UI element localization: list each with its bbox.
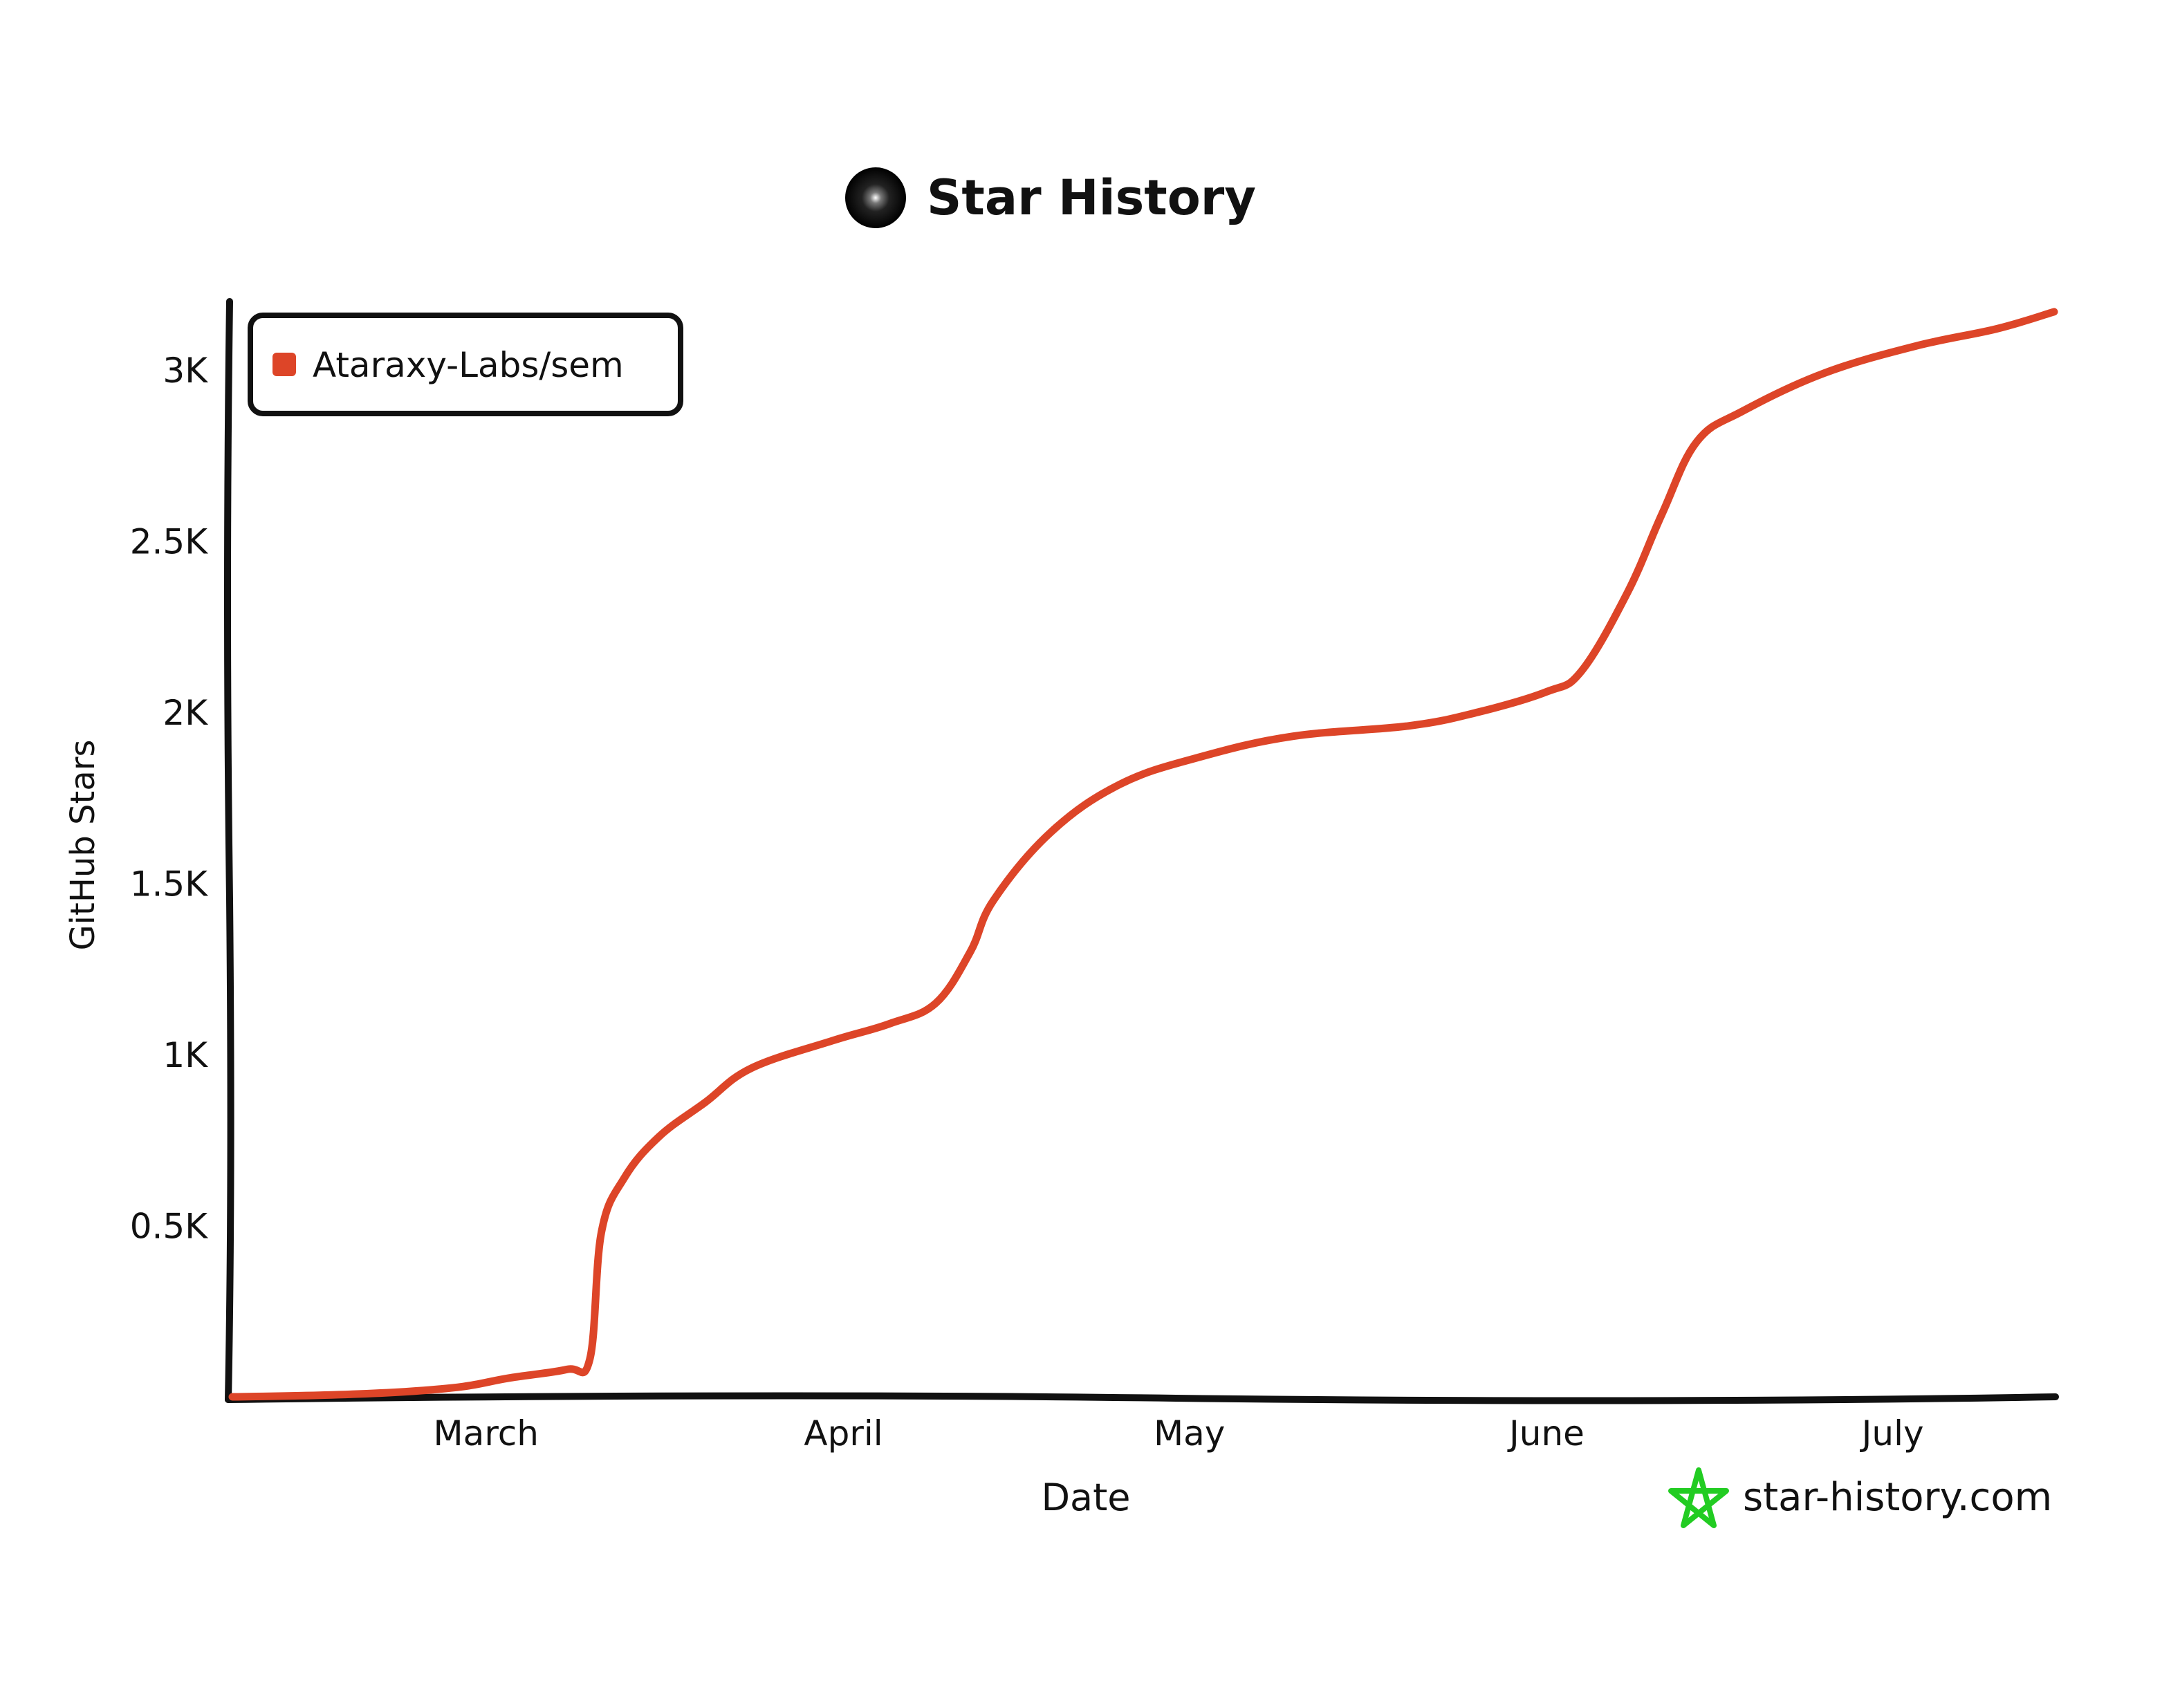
x-tick-label: March [434,1413,539,1454]
y-tick-label: 2K [163,693,208,733]
star-outline-icon [1668,1467,1729,1528]
x-tick-label: April [804,1413,883,1454]
legend-label: Ataraxy-Labs/sem [313,345,624,385]
legend: Ataraxy-Labs/sem [248,313,683,416]
y-tick-label: 0.5K [130,1207,209,1247]
x-axis-line [225,1392,2059,1404]
dark-orb-icon [845,167,906,228]
watermark-text: star-history.com [1743,1475,2052,1520]
x-tick-label: May [1154,1413,1225,1454]
y-tick-label: 1K [163,1035,208,1075]
legend-box [248,313,683,416]
y-tick-label: 1.5K [130,864,209,904]
series-line-ataraxy-labs-sem [228,308,2058,1401]
watermark: star-history.com [1668,1467,2052,1528]
y-axis-label: GitHub Stars [64,739,102,950]
x-tick-labels: March April May June July [434,1413,1924,1454]
x-axis-label: Date [1041,1476,1130,1519]
chart-title: Star History [927,169,1256,226]
legend-swatch [272,353,296,376]
y-tick-label: 2.5K [130,522,209,562]
y-tick-labels: 0.5K 1K 1.5K 2K 2.5K 3K [130,351,209,1247]
y-tick-label: 3K [163,351,208,391]
y-axis-line [224,298,234,1403]
x-tick-label: June [1507,1413,1585,1454]
x-tick-label: July [1860,1413,1924,1454]
